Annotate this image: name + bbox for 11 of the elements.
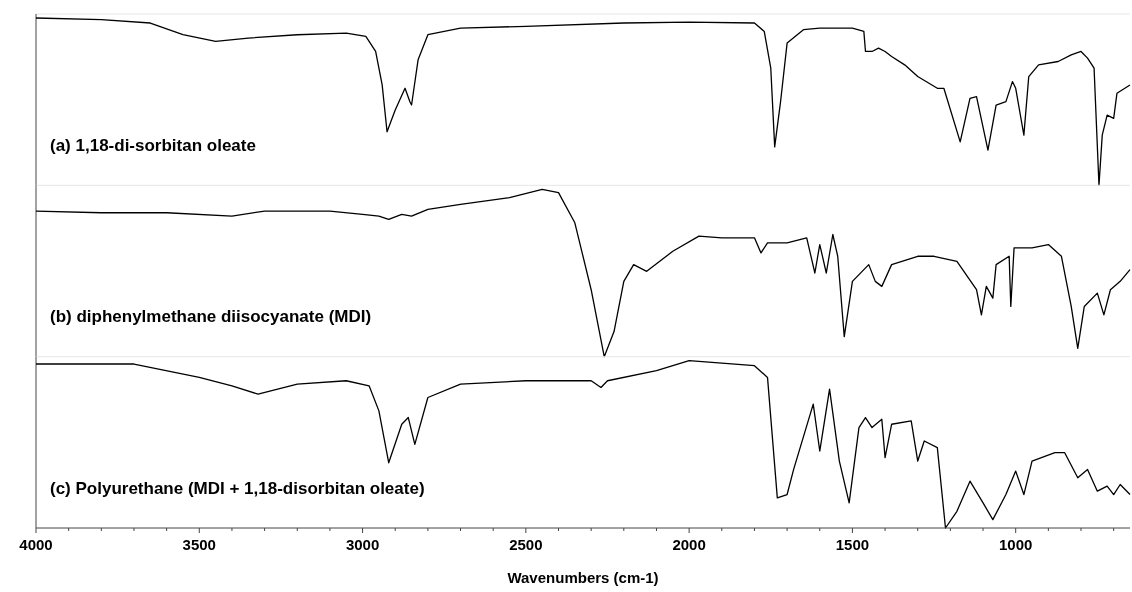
x-tick-label: 1000 bbox=[999, 536, 1033, 553]
x-axis-title: Wavenumbers (cm-1) bbox=[507, 569, 659, 586]
x-tick-label: 1500 bbox=[835, 536, 870, 553]
x-tick-label: 2000 bbox=[672, 536, 706, 553]
annotation: (a) 1,18-di-sorbitan oleate bbox=[50, 136, 256, 156]
x-tick-label: 4000 bbox=[19, 536, 53, 553]
annotation: (b) diphenylmethane diisocyanate (MDI) bbox=[50, 307, 372, 327]
x-tick-label: 3500 bbox=[182, 536, 216, 553]
annotation: (c) Polyurethane (MDI + 1,18-disorbitan oleate) bbox=[50, 478, 425, 498]
x-tick-label: 3000 bbox=[345, 536, 380, 553]
x-tick-label: 2500 bbox=[509, 536, 543, 553]
